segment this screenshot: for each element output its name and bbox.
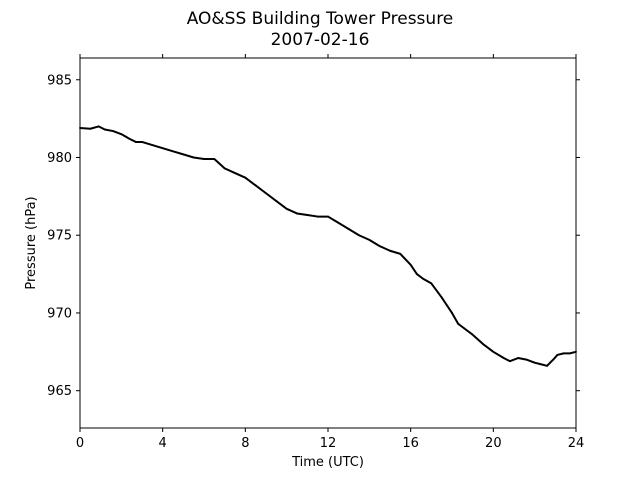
pressure-point bbox=[492, 350, 495, 353]
y-axis: 965 970 975 980 985 bbox=[47, 73, 580, 399]
pressure-point bbox=[254, 184, 257, 187]
pressure-point bbox=[203, 158, 205, 160]
pressure-point bbox=[409, 263, 412, 266]
y-tick-label: 970 bbox=[47, 306, 72, 321]
pressure-point bbox=[422, 277, 424, 280]
pressure-point bbox=[358, 234, 360, 237]
chart-title: AO&SS Building Tower Pressure bbox=[187, 9, 454, 29]
x-axis: 0 4 8 12 16 20 24 bbox=[76, 54, 584, 451]
y-tick-label: 965 bbox=[47, 384, 72, 399]
pressure-point bbox=[296, 212, 298, 215]
plot-frame bbox=[79, 57, 577, 429]
pressure-point bbox=[389, 249, 391, 252]
pressure-point bbox=[103, 128, 106, 131]
y-tick-label: 985 bbox=[47, 73, 72, 88]
pressure-point bbox=[112, 130, 114, 132]
x-tick-label: 4 bbox=[159, 436, 167, 451]
pressure-point bbox=[172, 150, 174, 153]
pressure-point bbox=[556, 354, 559, 356]
x-tick-label: 24 bbox=[568, 436, 585, 451]
x-tick-label: 16 bbox=[402, 436, 419, 451]
pressure-point bbox=[378, 245, 381, 248]
pressure-point bbox=[463, 327, 466, 330]
pressure-point bbox=[415, 273, 418, 275]
pressure-point bbox=[347, 228, 350, 230]
y-tick-label: 980 bbox=[47, 151, 72, 166]
pressure-point bbox=[430, 282, 433, 285]
pressure-point bbox=[502, 357, 505, 359]
plot-area bbox=[79, 125, 577, 367]
pressure-point bbox=[482, 343, 484, 345]
pressure-point bbox=[471, 333, 474, 336]
pressure-point bbox=[562, 352, 565, 355]
x-axis-label: Time (UTC) bbox=[291, 455, 364, 470]
pressure-point bbox=[275, 200, 278, 202]
pressure-point bbox=[134, 141, 137, 143]
pressure-point bbox=[265, 192, 267, 195]
pressure-point bbox=[97, 125, 100, 128]
pressure-point bbox=[89, 127, 92, 130]
pressure-point bbox=[316, 215, 319, 218]
pressure-point bbox=[337, 221, 340, 224]
pressure-point bbox=[151, 144, 154, 146]
y-tick-label: 975 bbox=[47, 229, 72, 244]
x-tick-label: 12 bbox=[320, 436, 337, 451]
x-tick-label: 8 bbox=[241, 436, 249, 451]
pressure-point bbox=[539, 363, 542, 366]
x-tick-label: 0 bbox=[76, 436, 84, 451]
pressure-point bbox=[141, 141, 143, 143]
y-axis-label: Pressure (hPa) bbox=[24, 196, 39, 289]
pressure-point bbox=[568, 352, 571, 355]
pressure-series-line bbox=[79, 125, 577, 367]
chart-subtitle: 2007-02-16 bbox=[271, 30, 370, 50]
pressure-point bbox=[285, 207, 288, 210]
x-tick-label: 20 bbox=[485, 436, 502, 451]
pressure-point bbox=[192, 156, 195, 159]
pressure-point bbox=[517, 357, 520, 359]
pressure-point bbox=[213, 158, 216, 160]
pressure-point bbox=[244, 176, 247, 179]
pressure-point bbox=[223, 167, 226, 170]
pressure-point bbox=[457, 322, 460, 325]
pressure-point bbox=[533, 361, 536, 364]
pressure-point bbox=[508, 360, 511, 363]
pressure-point bbox=[120, 133, 123, 136]
pressure-point bbox=[525, 358, 528, 361]
pressure-point bbox=[306, 214, 309, 216]
pressure-point bbox=[552, 358, 555, 361]
pressure-point bbox=[182, 153, 185, 156]
pressure-point bbox=[368, 238, 371, 241]
pressure-point bbox=[234, 172, 236, 174]
pressure-point bbox=[399, 252, 402, 255]
pressure-point bbox=[161, 147, 164, 150]
pressure-point bbox=[546, 364, 548, 367]
pressure-point bbox=[440, 296, 443, 299]
pressure-point bbox=[451, 312, 453, 314]
pressure-point bbox=[327, 215, 329, 218]
pressure-point bbox=[128, 137, 131, 140]
